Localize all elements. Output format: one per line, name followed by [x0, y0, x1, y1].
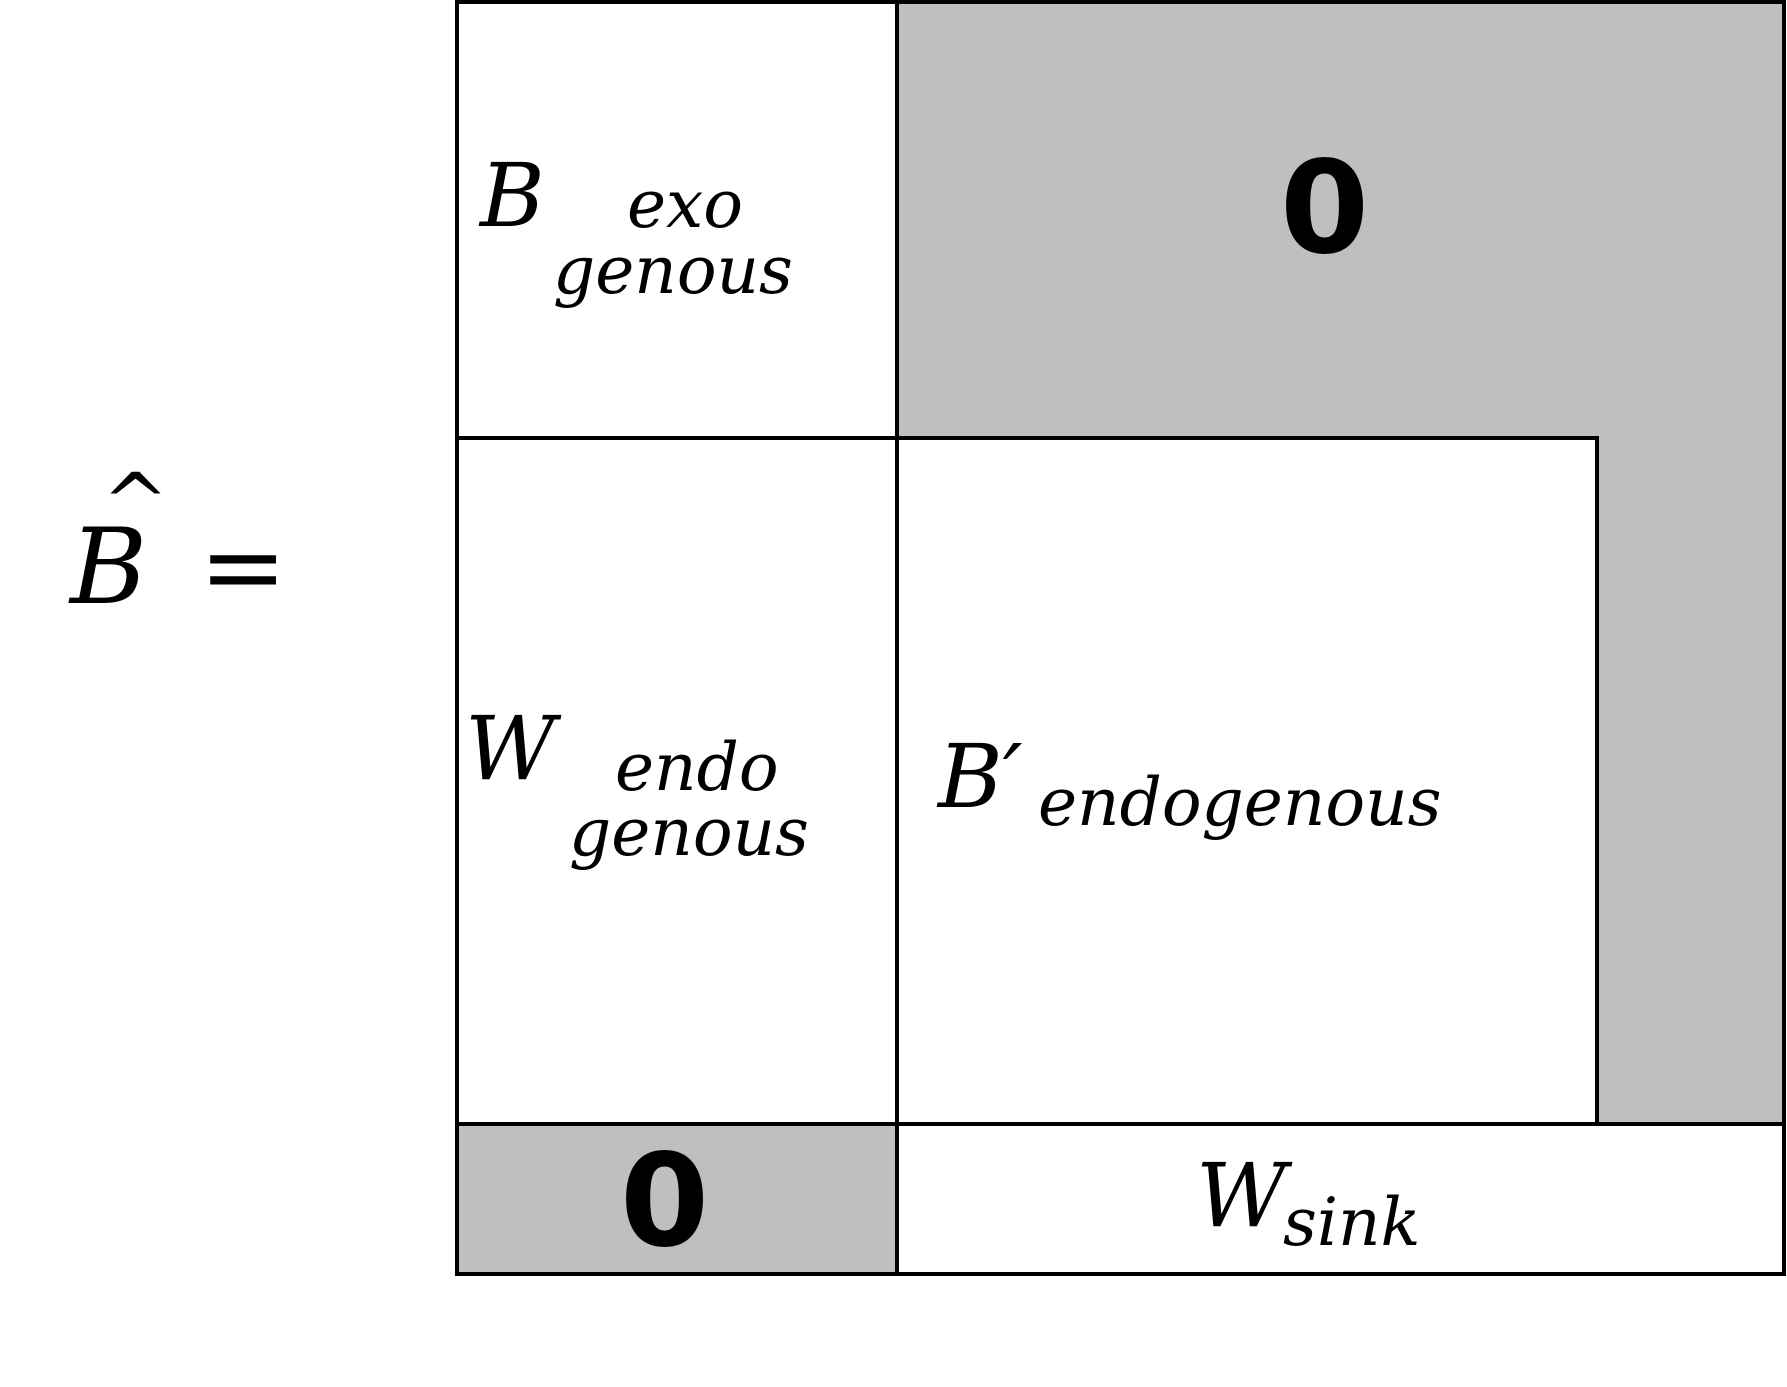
b-symbol: B: [70, 506, 148, 628]
w-sink-symbol: W: [1196, 1144, 1287, 1247]
b-hat-symbol: B ^: [70, 463, 169, 620]
b-exogenous-sub-top: exo: [627, 166, 744, 243]
zero-bottom-left-label: 0: [620, 1127, 710, 1276]
matrix-outer-border: [455, 0, 1786, 1276]
equals-sign: =: [199, 506, 288, 628]
w-endogenous-sub-top: endo: [615, 729, 779, 806]
w-sink-subscript: sink: [1283, 1184, 1421, 1261]
zero-top-right-label: 0: [1280, 134, 1370, 283]
w-endogenous-symbol: W: [465, 697, 556, 800]
cell-b-prime-endogenous: [895, 436, 1599, 1126]
hat-accent: ^: [102, 456, 170, 549]
b-exogenous-sub-bottom: genous: [553, 232, 793, 309]
b-prime-symbol: B′: [938, 725, 1023, 828]
b-exogenous-symbol: B: [480, 144, 545, 247]
cell-b-exogenous: [455, 0, 899, 440]
cell-w-sink: [895, 1122, 1786, 1276]
w-endogenous-sub-bottom: genous: [569, 794, 809, 871]
b-hat-equals: B ^ =: [70, 463, 287, 620]
b-prime-subscript: endogenous: [1038, 764, 1442, 841]
